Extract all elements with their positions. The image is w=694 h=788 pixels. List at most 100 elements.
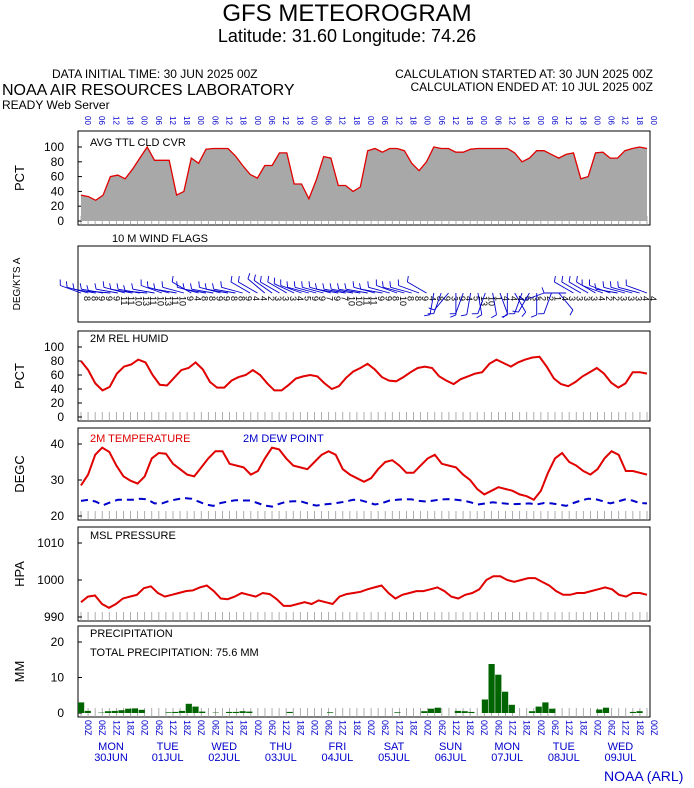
y-axis-label: DEG/KTS A — [12, 257, 23, 310]
y-axis-label: PCT — [12, 363, 27, 389]
day-of-week-label: TUE — [553, 741, 575, 753]
wind-barb — [554, 281, 574, 294]
wind-barb-flag — [65, 281, 68, 288]
wind-barb-flag — [220, 281, 222, 288]
precip-bar — [104, 711, 112, 713]
wind-speed-label: 3 — [619, 296, 629, 301]
top-hour-label: 12 — [394, 116, 403, 125]
hour-tick-label: 06Z — [154, 720, 164, 736]
top-hour-label: 00 — [423, 116, 432, 125]
wind-speed-label: 3 — [582, 296, 592, 301]
y-tick-label: 80 — [51, 354, 65, 368]
wind-speed-label: 11 — [170, 296, 180, 305]
cloud-cover-area — [81, 147, 647, 221]
wind-barb-flag — [146, 281, 149, 288]
wind-barb-flag — [86, 285, 89, 292]
precip-bar — [502, 691, 509, 713]
wind-barb-flag — [352, 281, 355, 288]
precip-bar — [172, 711, 179, 713]
wind-barb-flag — [424, 314, 431, 317]
wind-speed-label: 3 — [530, 296, 540, 301]
top-hour-label: 18 — [125, 116, 134, 125]
top-hour-label: 06 — [154, 116, 163, 125]
wind-barb-flag — [267, 276, 270, 283]
wind-barb — [154, 288, 177, 294]
wind-barb-flag — [541, 287, 545, 294]
hour-tick-label: 06Z — [210, 720, 220, 736]
wind-barb — [221, 286, 243, 294]
top-hour-label: 00 — [196, 116, 205, 125]
footer-credit: NOAA (ARL) — [604, 768, 684, 784]
top-hour-label: 06 — [97, 116, 106, 125]
wind-barb — [213, 288, 236, 294]
wind-barb-flag — [367, 281, 369, 288]
wind-speed-label: 9 — [104, 296, 114, 301]
wind-speed-label: 13 — [141, 296, 151, 306]
panel-1: DEG/KTS A10 M WIND FLAGS8899911111013111… — [12, 233, 658, 323]
wind-barb — [514, 292, 527, 313]
wind-barb-flag — [198, 281, 200, 288]
wind-barb-flag — [602, 281, 605, 288]
wind-barb-flag — [301, 281, 303, 288]
hour-tick-label: 00Z — [83, 720, 93, 736]
wind-barb-flag — [609, 281, 612, 288]
wind-barb-flag — [337, 283, 340, 290]
hour-tick-label: 00Z — [196, 720, 206, 736]
top-hour-label: 06 — [324, 116, 333, 125]
wind-barb — [398, 285, 420, 294]
wind-barb — [294, 286, 317, 294]
top-hour-label: 18 — [352, 116, 361, 125]
wind-speed-label: 4 — [508, 296, 518, 301]
top-hour-label: 18 — [635, 116, 644, 125]
wind-barb — [302, 286, 324, 294]
wind-barb — [360, 288, 383, 294]
y-tick-label: 60 — [51, 368, 65, 382]
top-hour-label: 06 — [380, 116, 389, 125]
precip-bar — [542, 702, 549, 713]
wind-barb-flag — [553, 276, 556, 283]
day-of-week-label: SAT — [384, 741, 405, 753]
wind-barb-flag — [521, 311, 527, 317]
wind-speed-label: 9 — [457, 296, 467, 301]
wind-barb — [518, 292, 530, 313]
wind-barb — [514, 292, 523, 314]
wind-barb — [132, 288, 155, 294]
day-of-week-label: MON — [494, 741, 520, 753]
wind-barb — [576, 281, 596, 294]
wind-barb — [287, 286, 309, 294]
wind-barb-flag — [259, 276, 262, 283]
precip-bar — [111, 710, 118, 713]
precip-bar — [454, 710, 461, 713]
wind-barb-flag — [314, 283, 318, 290]
wind-barb — [595, 288, 618, 294]
precip-bar — [481, 699, 488, 713]
wind-speed-label: 4 — [501, 296, 511, 301]
wind-barb — [433, 292, 442, 314]
hour-tick-label: 00Z — [592, 720, 602, 736]
wind-speed-label: 8 — [229, 296, 239, 301]
wind-barb-flag — [561, 276, 564, 283]
top-hour-label: 06 — [267, 116, 276, 125]
precip-bar — [286, 711, 293, 713]
cloud-cover-line — [80, 145, 648, 202]
wind-barb — [455, 292, 464, 314]
wind-barb — [260, 281, 280, 294]
wind-barb-flag — [253, 274, 256, 281]
day-of-week-label: WED — [211, 741, 237, 753]
precip-bar — [629, 711, 636, 713]
precip-bar — [78, 702, 85, 713]
legend-temperature: 2M TEMPERATURE — [90, 433, 190, 445]
wind-barb-flag — [569, 309, 574, 316]
y-tick-label: 40 — [51, 437, 65, 451]
legend-dewpoint: 2M DEW POINT — [243, 433, 324, 445]
precip-bar — [468, 711, 475, 713]
wind-speed-label: 9 — [222, 296, 232, 301]
wind-barb — [230, 281, 251, 294]
wind-barb-flag — [389, 281, 391, 288]
humidity-line — [80, 355, 648, 392]
top-hour-label: 12 — [281, 116, 290, 125]
wind-speed-label: 11 — [361, 296, 371, 305]
wind-speed-label: 8 — [435, 296, 445, 301]
wind-speed-label: 4 — [516, 296, 526, 301]
time-axis: 00Z0006Z0612Z1218Z1800Z0006Z0612Z1218Z18… — [83, 116, 659, 764]
